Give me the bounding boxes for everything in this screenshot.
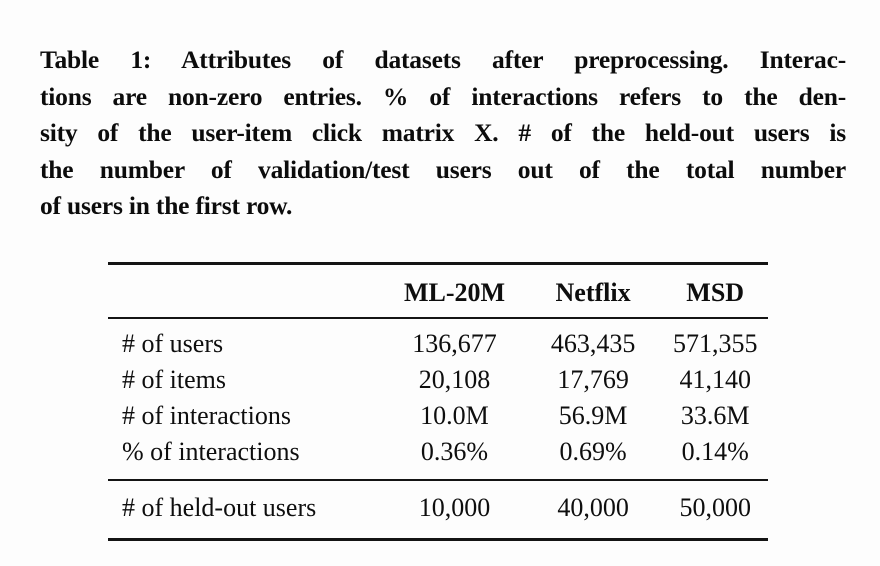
caption-line: Table 1: Attributes of datasets after pr…: [40, 45, 846, 74]
table-header: ML-20M Netflix MSD: [108, 264, 768, 319]
column-header-ml20m: ML-20M: [403, 278, 506, 307]
empty-header-cell: [108, 264, 385, 319]
cell-value: 41,140: [679, 365, 751, 394]
row-label: # of users: [122, 329, 224, 358]
row-label: # of interactions: [122, 401, 291, 430]
row-label: # of items: [122, 365, 226, 394]
table-row: # of items 20,108 17,769 41,140: [108, 362, 768, 398]
caption-line: sity of the user-item click matrix X. # …: [40, 118, 846, 147]
cell-value: 33.6M: [680, 401, 750, 430]
table-row: # of interactions 10.0M 56.9M 33.6M: [108, 398, 768, 434]
cell-value: 10,000: [418, 493, 491, 522]
cell-value: 17,769: [557, 365, 629, 394]
cell-value: 463,435: [550, 329, 636, 358]
cell-value: 0.14%: [681, 437, 749, 466]
cell-value: 136,677: [412, 329, 497, 358]
cell-value: 56.9M: [558, 401, 628, 430]
row-label: % of interactions: [122, 437, 300, 466]
cell-value: 20,108: [418, 365, 491, 394]
cell-value: 40,000: [557, 493, 629, 522]
table-row: % of interactions 0.36% 0.69% 0.14%: [108, 434, 768, 480]
table-body: # of users 136,677 463,435 571,355 # of …: [108, 318, 768, 480]
cell-value: 0.36%: [420, 437, 489, 466]
cell-value: 571,355: [672, 329, 758, 358]
table-row: # of held-out users 10,000 40,000 50,000: [108, 480, 768, 540]
cell-value: 0.69%: [559, 437, 627, 466]
row-label: # of held-out users: [122, 493, 317, 522]
table-caption: Table 1: Attributes of datasets after pr…: [40, 42, 846, 225]
cell-value: 50,000: [679, 493, 751, 522]
caption-line: the number of validation/test users out …: [40, 154, 846, 184]
table-footer: # of held-out users 10,000 40,000 50,000: [108, 480, 768, 540]
datasets-table: ML-20M Netflix MSD # of users 136,677 46…: [108, 262, 768, 541]
table-row: # of users 136,677 463,435 571,355: [108, 318, 768, 362]
cell-value: 10.0M: [420, 401, 489, 430]
column-header-msd: MSD: [686, 278, 745, 307]
column-header-netflix: Netflix: [555, 278, 631, 307]
caption-line: tions are non-zero entries. % of interac…: [40, 81, 846, 111]
header-row: ML-20M Netflix MSD: [108, 264, 768, 319]
datasets-table-container: ML-20M Netflix MSD # of users 136,677 46…: [108, 262, 768, 541]
caption-line: of users in the first row.: [40, 191, 293, 220]
